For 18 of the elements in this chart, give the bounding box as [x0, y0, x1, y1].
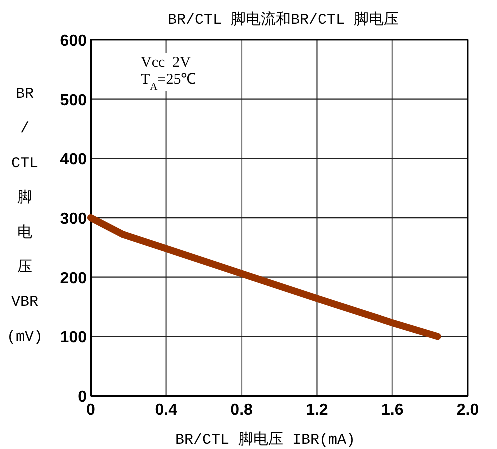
annotation: Vcc 2V: [141, 55, 191, 71]
ytick: 600: [60, 33, 87, 50]
ytick: 100: [60, 330, 87, 347]
title: BR/CTL 脚电流和BR/CTL 脚电压: [168, 12, 400, 29]
xlabel: BR/CTL 脚电压 IBR(mA): [175, 432, 356, 449]
ytick: 500: [60, 92, 87, 110]
ytick: 200: [60, 270, 87, 288]
ytick: 300: [60, 211, 87, 228]
ylabel: BR/CTL 脚电压 VBR(mV): [7, 86, 43, 346]
xtick: 0.8: [230, 402, 253, 419]
ytick: 0: [78, 389, 87, 406]
xtick: 1.6: [381, 402, 404, 419]
xtick: 2.0: [456, 402, 480, 419]
xtick: 0.4: [155, 402, 178, 419]
ytick: 400: [60, 152, 87, 169]
annotation: T$_{A}$=25℃: [141, 72, 196, 92]
xtick: 1.2: [306, 402, 328, 419]
xtick: 0: [86, 402, 96, 419]
